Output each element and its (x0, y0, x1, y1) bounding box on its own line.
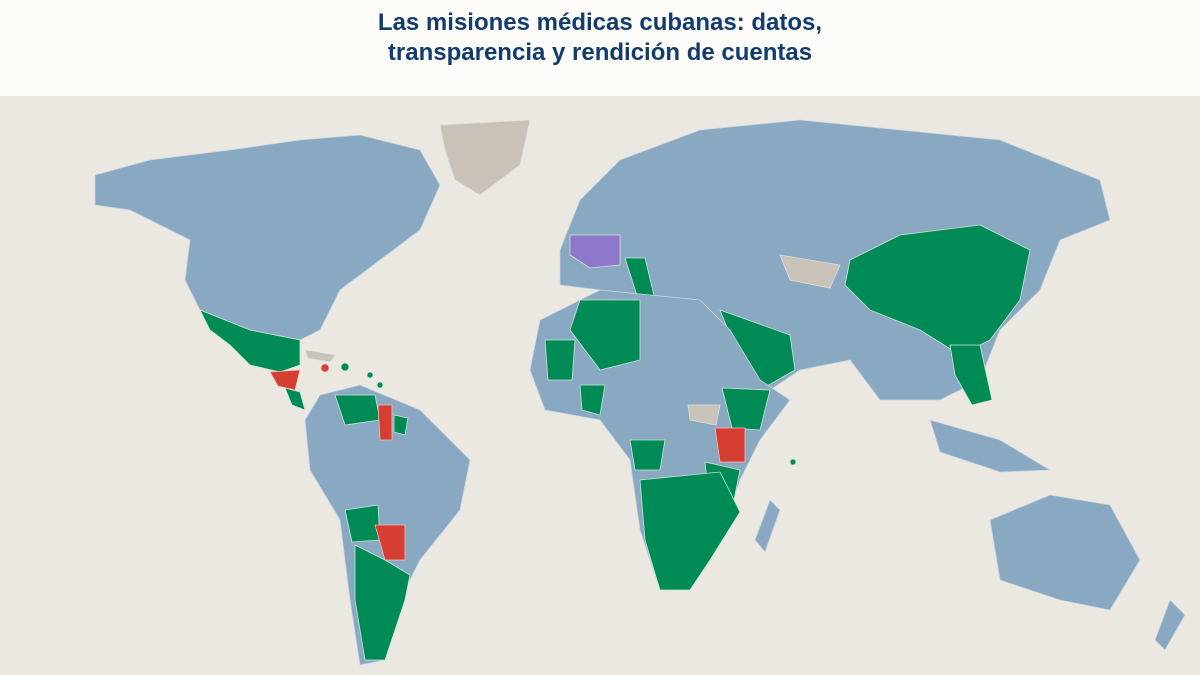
france (569, 234, 621, 269)
southeast-asia (949, 344, 993, 406)
title: Las misiones médicas cubanas: datos, tra… (0, 0, 1200, 68)
south-sudan (687, 404, 721, 426)
north-america (94, 134, 441, 341)
title-line: Las misiones médicas cubanas: datos, (377, 9, 823, 36)
central-america (269, 369, 301, 391)
island (789, 458, 797, 466)
new-zealand (1154, 599, 1186, 651)
guyana (377, 404, 393, 441)
argentina (354, 544, 411, 661)
suriname (393, 414, 409, 436)
ethiopia (721, 387, 771, 431)
madagascar (754, 499, 781, 553)
west-africa (579, 384, 606, 416)
title-line: transparencia y rendición de cuentas (387, 39, 813, 66)
kenya (714, 427, 746, 463)
australia (989, 494, 1141, 611)
caribbean (304, 349, 336, 363)
header: Las misiones médicas cubanas: datos, tra… (0, 0, 1200, 96)
world-map (0, 96, 1200, 675)
central-asia (779, 254, 841, 289)
caribbean (366, 371, 374, 379)
caribbean (376, 381, 384, 389)
greenland (439, 119, 531, 196)
angola (629, 439, 666, 471)
southern-africa (639, 471, 741, 591)
caribbean (320, 363, 330, 373)
central-america (284, 387, 306, 411)
caribbean (340, 362, 350, 372)
paraguay (374, 524, 406, 561)
west-africa (544, 339, 576, 381)
indonesia (929, 419, 1052, 473)
algeria (569, 299, 641, 371)
china (844, 224, 1031, 356)
